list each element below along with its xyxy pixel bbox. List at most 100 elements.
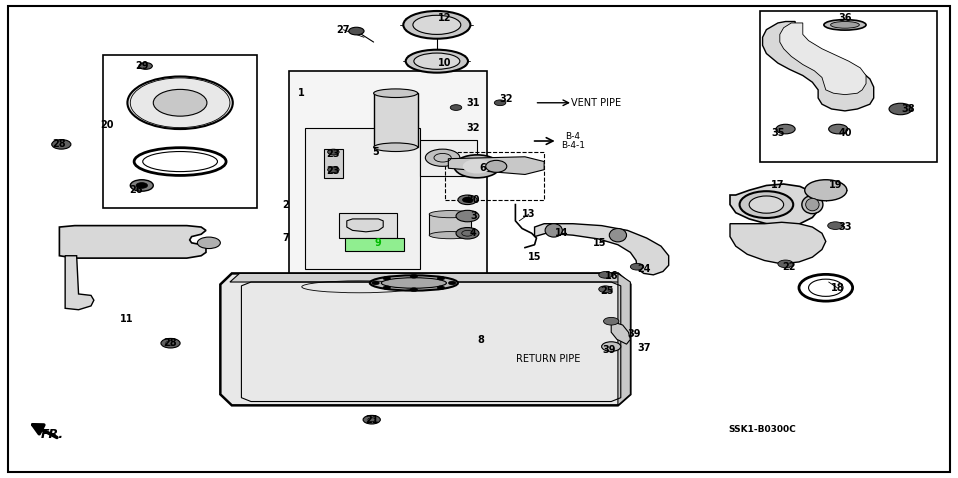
Text: 6: 6 xyxy=(479,163,487,173)
Text: FR.: FR. xyxy=(41,428,64,442)
Ellipse shape xyxy=(429,232,471,239)
Text: 33: 33 xyxy=(838,222,852,232)
Circle shape xyxy=(437,286,445,290)
Text: 11: 11 xyxy=(120,315,133,324)
Text: VENT PIPE: VENT PIPE xyxy=(571,98,621,108)
Text: 16: 16 xyxy=(604,272,618,281)
Ellipse shape xyxy=(486,161,507,173)
Text: 39: 39 xyxy=(603,345,616,355)
Text: 10: 10 xyxy=(438,58,451,68)
Text: 24: 24 xyxy=(637,264,650,273)
Polygon shape xyxy=(618,273,630,405)
Text: 5: 5 xyxy=(372,147,379,157)
Text: 36: 36 xyxy=(838,13,852,23)
Polygon shape xyxy=(59,226,206,258)
Circle shape xyxy=(602,342,621,351)
Text: RETURN PIPE: RETURN PIPE xyxy=(515,355,581,364)
Bar xyxy=(420,140,477,176)
Ellipse shape xyxy=(413,15,461,34)
Circle shape xyxy=(454,155,500,178)
Circle shape xyxy=(456,210,479,222)
Text: 23: 23 xyxy=(327,149,340,159)
Polygon shape xyxy=(339,213,397,238)
Circle shape xyxy=(349,27,364,35)
Polygon shape xyxy=(535,224,669,275)
Text: 18: 18 xyxy=(831,283,844,293)
Text: 9: 9 xyxy=(374,238,381,248)
Ellipse shape xyxy=(403,11,470,39)
Text: 15: 15 xyxy=(593,238,606,248)
Circle shape xyxy=(437,276,445,280)
Circle shape xyxy=(829,124,848,134)
Circle shape xyxy=(828,222,843,229)
Circle shape xyxy=(328,149,339,155)
Circle shape xyxy=(410,274,418,278)
Circle shape xyxy=(749,196,784,213)
Circle shape xyxy=(153,89,207,116)
Text: 31: 31 xyxy=(467,98,480,108)
Polygon shape xyxy=(611,321,630,344)
Circle shape xyxy=(328,167,339,173)
Circle shape xyxy=(52,140,71,149)
Circle shape xyxy=(630,263,644,270)
Circle shape xyxy=(383,286,391,290)
Text: 4: 4 xyxy=(469,228,477,238)
Ellipse shape xyxy=(374,89,418,98)
Ellipse shape xyxy=(609,228,627,242)
Circle shape xyxy=(889,103,912,115)
Text: 28: 28 xyxy=(164,338,177,348)
Text: 21: 21 xyxy=(365,415,378,424)
Text: 19: 19 xyxy=(829,181,842,190)
Text: 32: 32 xyxy=(499,95,513,104)
Text: 40: 40 xyxy=(838,128,852,138)
Ellipse shape xyxy=(824,20,866,30)
Text: 13: 13 xyxy=(522,209,536,219)
Ellipse shape xyxy=(806,198,819,211)
Ellipse shape xyxy=(545,224,562,237)
Circle shape xyxy=(604,317,619,325)
Circle shape xyxy=(130,180,153,191)
Bar xyxy=(103,55,257,208)
Ellipse shape xyxy=(802,196,823,214)
Circle shape xyxy=(372,281,379,285)
Circle shape xyxy=(363,415,380,424)
Text: 27: 27 xyxy=(336,25,350,34)
Text: 25: 25 xyxy=(601,286,614,295)
Text: 1: 1 xyxy=(298,88,306,98)
Bar xyxy=(305,128,420,269)
Text: 35: 35 xyxy=(771,128,785,138)
Text: 26: 26 xyxy=(129,185,143,195)
Ellipse shape xyxy=(414,53,460,69)
Text: 30: 30 xyxy=(467,195,480,205)
Text: 29: 29 xyxy=(135,61,148,71)
Text: 37: 37 xyxy=(637,343,650,353)
Text: 8: 8 xyxy=(477,336,485,345)
Circle shape xyxy=(127,76,233,129)
Circle shape xyxy=(463,197,472,202)
Text: 17: 17 xyxy=(771,181,785,190)
Circle shape xyxy=(130,78,230,128)
Text: 7: 7 xyxy=(282,233,289,243)
Ellipse shape xyxy=(406,50,468,73)
Polygon shape xyxy=(374,93,418,147)
Ellipse shape xyxy=(381,278,446,288)
Text: 28: 28 xyxy=(53,140,66,149)
Text: 22: 22 xyxy=(783,262,796,272)
Circle shape xyxy=(740,191,793,218)
Bar xyxy=(324,149,343,178)
Circle shape xyxy=(463,159,491,174)
Text: SSK1-B0300C: SSK1-B0300C xyxy=(729,425,796,434)
Text: 39: 39 xyxy=(627,329,641,338)
Circle shape xyxy=(599,286,612,293)
Ellipse shape xyxy=(374,143,418,152)
Polygon shape xyxy=(347,219,383,232)
Text: 32: 32 xyxy=(467,123,480,133)
Circle shape xyxy=(448,281,456,285)
Text: B-4: B-4 xyxy=(565,132,581,141)
Circle shape xyxy=(139,63,152,69)
Text: 3: 3 xyxy=(469,211,477,221)
Polygon shape xyxy=(763,22,874,111)
Circle shape xyxy=(494,100,506,106)
Polygon shape xyxy=(230,273,627,282)
Circle shape xyxy=(599,272,612,278)
